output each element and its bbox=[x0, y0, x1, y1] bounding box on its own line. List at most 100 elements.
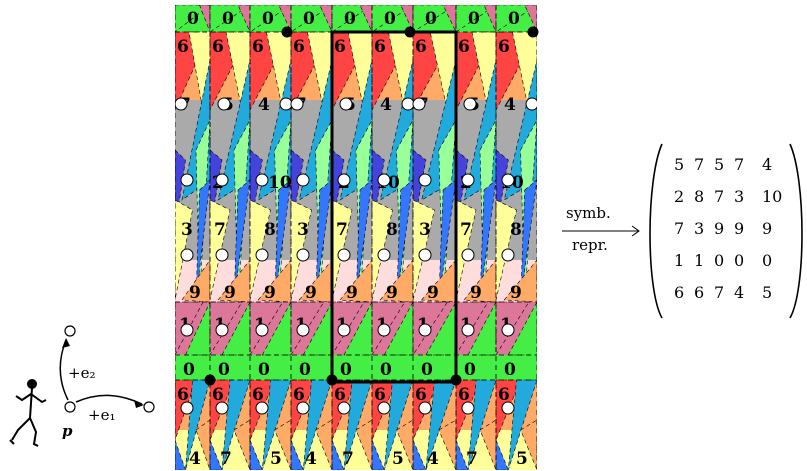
left-paren bbox=[649, 143, 663, 319]
label-row3-6: 3 bbox=[419, 220, 431, 240]
label-row7-5: 4 bbox=[380, 95, 392, 115]
label-bottom-3: 4 bbox=[305, 449, 317, 469]
lattice-dots bbox=[204, 26, 539, 386]
marker-35 bbox=[463, 97, 477, 111]
colored-triangles bbox=[175, 5, 537, 470]
label-row3-1: 7 bbox=[214, 220, 226, 240]
marker-30 bbox=[412, 97, 426, 111]
dot-3 bbox=[204, 374, 216, 386]
marker-17 bbox=[296, 248, 310, 262]
matrix-cell-3-3: 0 bbox=[734, 251, 744, 270]
point-e2 bbox=[64, 325, 76, 337]
triangle-6-5 bbox=[438, 179, 457, 301]
matrix-cell-1-1: 8 bbox=[694, 187, 704, 206]
triangle-0-5 bbox=[195, 179, 211, 301]
label-row6-1: 6 bbox=[212, 37, 224, 57]
marker-28 bbox=[377, 323, 391, 337]
triangle-3-15 bbox=[319, 5, 333, 33]
marker-37 bbox=[461, 248, 475, 262]
matrix-cell-3-2: 0 bbox=[714, 251, 724, 270]
label-row0-3: 0 bbox=[299, 360, 311, 380]
triangle-6-13 bbox=[412, 439, 427, 470]
triangle-4-11 bbox=[343, 379, 373, 470]
label-row6b-8: 6 bbox=[498, 385, 510, 405]
label-row9-4: 9 bbox=[346, 283, 358, 303]
marker-18 bbox=[296, 323, 310, 337]
label-row6b-6: 6 bbox=[415, 385, 427, 405]
dot-1 bbox=[404, 26, 416, 38]
matrix-cell-4-0: 6 bbox=[674, 283, 684, 302]
label-top-3: 0 bbox=[303, 9, 315, 29]
band-6 bbox=[175, 355, 537, 380]
symbol-matrix: 5 7 5 7 42 8 7 3 107 3 9 9 91 1 0 0 06 6 7 4 5 bbox=[649, 143, 803, 319]
label-row3-0: 3 bbox=[181, 220, 193, 240]
label-row0-0: 0 bbox=[183, 360, 195, 380]
triangle-3-14 bbox=[290, 5, 333, 33]
marker-20 bbox=[339, 97, 353, 111]
point-e1 bbox=[143, 401, 155, 413]
label-row6-3: 6 bbox=[293, 37, 305, 57]
marker-0 bbox=[175, 97, 188, 111]
label-row6b-2: 6 bbox=[252, 385, 264, 405]
label-row7-8: 4 bbox=[504, 95, 516, 115]
triangle-3-5 bbox=[315, 179, 333, 301]
dot-4 bbox=[326, 374, 338, 386]
triangle-8-7 bbox=[503, 259, 537, 303]
label-top-6: 0 bbox=[425, 9, 437, 29]
marker-2 bbox=[180, 248, 194, 262]
dot-0 bbox=[281, 26, 293, 38]
label-top-7: 0 bbox=[468, 9, 480, 29]
label-row0-8: 0 bbox=[504, 360, 516, 380]
matrix-cell-0-0: 5 bbox=[674, 155, 684, 174]
label-row3-5: 8 bbox=[386, 220, 398, 240]
marker-29 bbox=[377, 401, 391, 415]
matrix-cell-4-4: 5 bbox=[762, 283, 772, 302]
matrix-cell-2-2: 9 bbox=[714, 219, 724, 238]
matrix-cell-4-3: 4 bbox=[734, 283, 744, 302]
triangle-5-14 bbox=[371, 5, 414, 33]
matrix-cell-0-3: 7 bbox=[734, 155, 744, 174]
label-row10-1: 10 bbox=[268, 173, 292, 193]
marker-40 bbox=[525, 97, 537, 111]
triangle-0-7 bbox=[181, 259, 211, 303]
label-top-8: 0 bbox=[508, 9, 520, 29]
label-row0-7: 0 bbox=[464, 360, 476, 380]
marker-8 bbox=[215, 323, 229, 337]
arrow-e2 bbox=[59, 339, 69, 401]
label-row6-4: 6 bbox=[334, 37, 346, 57]
label-row6b-5: 6 bbox=[374, 385, 386, 405]
matrix-cell-0-1: 7 bbox=[694, 155, 704, 174]
label-row3-7: 7 bbox=[460, 220, 472, 240]
label-bottom-1: 7 bbox=[220, 449, 232, 469]
matrix-cell-3-1: 1 bbox=[694, 251, 704, 270]
triangle-0-13 bbox=[175, 439, 186, 470]
marker-14 bbox=[255, 401, 269, 415]
marker-circles bbox=[175, 97, 537, 415]
label-row6-0: 6 bbox=[177, 37, 189, 57]
matrix-cell-2-1: 3 bbox=[694, 219, 704, 238]
label-row9-7: 9 bbox=[470, 283, 482, 303]
label-bottom-6: 4 bbox=[427, 449, 439, 469]
label-row0-5: 0 bbox=[380, 360, 392, 380]
label-row9-0: 9 bbox=[189, 283, 201, 303]
marker-6 bbox=[215, 173, 229, 187]
label-row6b-0: 6 bbox=[177, 385, 189, 405]
marker-9 bbox=[215, 401, 229, 415]
matrix-cell-1-2: 7 bbox=[714, 187, 724, 206]
label-row3-4: 7 bbox=[336, 220, 348, 240]
triangle-8-5 bbox=[520, 179, 537, 301]
marker-3 bbox=[180, 323, 194, 337]
marker-5 bbox=[217, 97, 231, 111]
marker-42 bbox=[501, 248, 515, 262]
label-row9-8: 9 bbox=[510, 283, 522, 303]
marker-32 bbox=[418, 248, 432, 262]
label-row0-4: 0 bbox=[340, 360, 352, 380]
marker-25 bbox=[401, 97, 415, 111]
triangle-0-14 bbox=[175, 5, 211, 33]
label-row6-5: 6 bbox=[374, 37, 386, 57]
label-bottom-8: 5 bbox=[516, 449, 528, 469]
marker-27 bbox=[377, 248, 391, 262]
matrix-cell-3-4: 0 bbox=[762, 251, 772, 270]
triangle-0-11 bbox=[185, 379, 211, 470]
label-top-1: 0 bbox=[222, 9, 234, 29]
